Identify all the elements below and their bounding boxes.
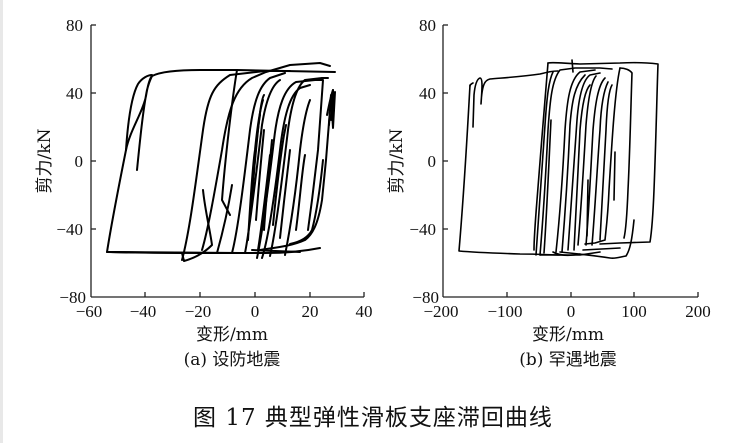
svg-text:0: 0 (567, 302, 576, 321)
chart-b-hysteresis-curve (458, 59, 659, 260)
svg-text:−60: −60 (76, 302, 103, 321)
chart-b-y-label: 剪力/kN (387, 128, 407, 193)
svg-text:0: 0 (251, 302, 260, 321)
svg-text:−40: −40 (409, 220, 436, 239)
svg-text:40: 40 (419, 84, 436, 103)
svg-text:−80: −80 (59, 288, 86, 307)
chart-a-y-tick-labels: 80 40 0 −40 −80 (56, 16, 86, 307)
chart-a-y-label: 剪力/kN (35, 128, 55, 193)
chart-b-axes (442, 24, 699, 298)
svg-text:200: 200 (685, 302, 711, 321)
chart-a-x-tick-labels: −60 −40 −20 0 20 40 (76, 302, 373, 321)
svg-text:0: 0 (75, 152, 84, 171)
svg-text:80: 80 (419, 16, 436, 35)
svg-text:100: 100 (621, 302, 647, 321)
svg-text:0: 0 (428, 152, 437, 171)
chart-b-caption: (b) 罕遇地震 (519, 350, 617, 370)
svg-text:−80: −80 (412, 288, 439, 307)
chart-a-axes (90, 24, 365, 298)
svg-text:−40: −40 (130, 302, 157, 321)
svg-text:40: 40 (356, 302, 373, 321)
page-edge (0, 0, 3, 443)
svg-text:−20: −20 (185, 302, 212, 321)
svg-text:−100: −100 (487, 302, 522, 321)
chart-b: 80 40 0 −40 −80 −200 −100 0 100 200 变形/m… (387, 16, 711, 370)
chart-b-y-tick-labels: 80 40 0 −40 −80 (409, 16, 439, 307)
svg-text:−40: −40 (56, 220, 83, 239)
svg-text:−200: −200 (423, 302, 458, 321)
chart-a: 80 40 0 −40 −80 −60 −40 −20 0 20 40 变形/m… (35, 16, 373, 370)
chart-b-x-label: 变形/mm (532, 325, 604, 345)
chart-a-hysteresis-curve (106, 62, 336, 262)
chart-a-x-label: 变形/mm (196, 325, 268, 345)
svg-text:40: 40 (66, 84, 83, 103)
figure-title: 图 17 典型弹性滑板支座滞回曲线 (193, 405, 553, 431)
svg-text:80: 80 (66, 16, 83, 35)
chart-a-caption: (a) 设防地震 (184, 350, 281, 370)
chart-b-x-tick-labels: −200 −100 0 100 200 (423, 302, 710, 321)
svg-text:20: 20 (302, 302, 319, 321)
